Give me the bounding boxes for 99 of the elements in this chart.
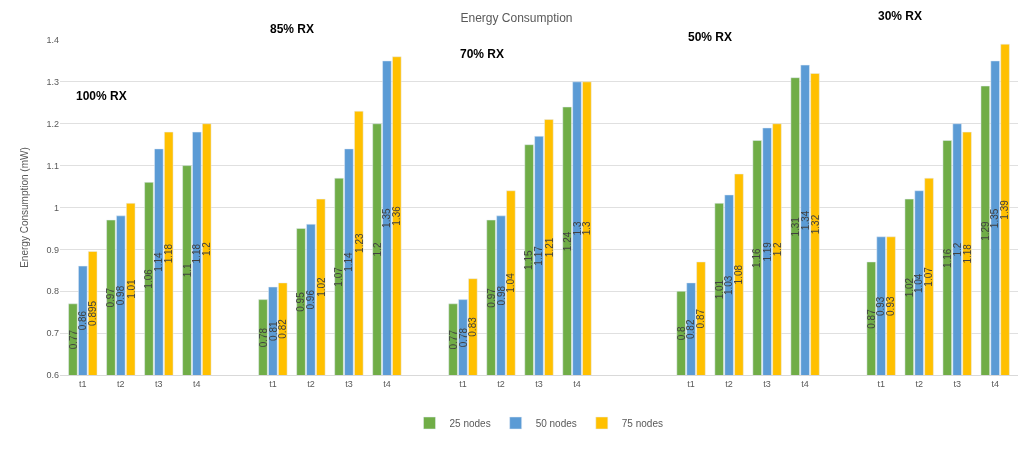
data-label: 0.87 — [695, 308, 707, 329]
legend-label: 25 nodes — [449, 417, 491, 429]
text: 85% RX — [270, 22, 315, 36]
data-label: 0.86 — [77, 310, 89, 331]
data-label: 0.98 — [495, 285, 507, 306]
x-tick-label: t4 — [801, 378, 809, 389]
data-label: 1.15 — [523, 250, 535, 270]
x-tick-label: t4 — [383, 378, 391, 389]
x-tick-label: t2 — [915, 378, 923, 389]
x-tick-label: t2 — [725, 378, 733, 389]
data-label: 1.07 — [333, 266, 345, 287]
data-label: 1.02 — [904, 277, 916, 298]
data-label: 1.35 — [989, 208, 1001, 229]
data-label: 0.95 — [295, 291, 307, 312]
data-label: 1.02 — [315, 276, 327, 297]
data-label: 1.03 — [723, 275, 735, 296]
data-label: 0.77 — [67, 329, 79, 350]
data-label: 0.77 — [447, 329, 459, 350]
data-label: 0.93 — [885, 296, 897, 316]
y-axis-title: Energy Consumption (mW) — [19, 147, 31, 268]
data-label: 0.81 — [267, 321, 279, 341]
data-label: 1.19 — [761, 241, 773, 262]
data-label: 1.18 — [191, 243, 203, 264]
x-tick-label: t3 — [763, 378, 771, 389]
data-label: 1.39 — [999, 199, 1011, 220]
data-label: 0.82 — [276, 318, 288, 339]
data-label: 0.78 — [457, 327, 469, 348]
data-label: 0.895 — [87, 300, 99, 326]
data-label: 1.24 — [562, 231, 574, 252]
data-label: 1.14 — [152, 251, 164, 272]
data-label: 1.34 — [800, 210, 812, 231]
data-label: 0.82 — [685, 319, 697, 339]
data-label: 0.83 — [467, 316, 479, 337]
data-label: 1.2 — [951, 242, 963, 257]
x-tick-label: t1 — [687, 378, 695, 389]
x-tick-label: t1 — [79, 378, 87, 389]
data-label: 1.3 — [571, 221, 583, 236]
data-label: 1.14 — [342, 251, 354, 272]
data-label: 1.01 — [714, 279, 726, 300]
data-label: 1.1 — [181, 262, 193, 278]
x-tick-label: t1 — [269, 378, 277, 389]
data-label: 1.01 — [125, 278, 137, 299]
x-tick-label: t3 — [953, 378, 961, 389]
x-tick-label: t4 — [193, 378, 201, 389]
text: 30% RX — [878, 9, 923, 23]
chart-title: Energy Consumption — [460, 10, 573, 25]
x-tick-label: t2 — [307, 378, 315, 389]
data-label: 1.07 — [923, 266, 935, 287]
y-tick-label: 0.9 — [46, 244, 59, 255]
annotation: 70% RX — [460, 47, 505, 61]
y-tick-label: 0.6 — [46, 370, 59, 381]
data-label: 1.23 — [353, 232, 365, 253]
data-label: 0.8 — [676, 325, 688, 341]
y-tick-label: 1.1 — [46, 160, 59, 171]
x-tick-label: t1 — [877, 378, 885, 389]
y-tick-label: 1.2 — [46, 118, 59, 129]
legend-label: 75 nodes — [621, 417, 663, 429]
y-tick-label: 1 — [53, 202, 59, 213]
data-label: 1.31 — [789, 216, 801, 237]
data-label: 1.21 — [543, 237, 555, 258]
x-tick-label: t2 — [497, 378, 505, 389]
legend-label: 50 nodes — [535, 417, 577, 429]
x-tick-label: t4 — [573, 378, 581, 389]
data-label: 1.29 — [979, 220, 991, 241]
annotation: 50% RX — [688, 30, 733, 44]
data-label: 1.18 — [163, 243, 175, 264]
data-label: 1.04 — [505, 272, 516, 293]
data-label: 0.97 — [105, 287, 117, 308]
data-label: 1.2 — [771, 242, 783, 257]
data-label: 0.96 — [305, 289, 317, 310]
data-label: 1.17 — [533, 245, 545, 266]
x-tick-label: t3 — [535, 378, 543, 389]
data-label: 1.08 — [733, 264, 745, 285]
data-label: 0.78 — [257, 327, 269, 348]
y-tick-label: 1.4 — [46, 35, 59, 46]
data-label: 1.2 — [371, 242, 383, 257]
data-label: 0.98 — [115, 285, 127, 306]
x-tick-label: t3 — [345, 378, 353, 389]
y-tick-label: 0.7 — [46, 328, 59, 339]
annotation: 100% RX — [76, 89, 127, 103]
x-tick-label: t3 — [155, 378, 163, 389]
data-label: 1.35 — [380, 208, 392, 228]
data-label: 1.16 — [941, 248, 953, 269]
x-tick-label: t2 — [117, 378, 125, 389]
data-label: 0.97 — [485, 287, 497, 308]
data-label: 0.93 — [875, 296, 887, 317]
data-label: 1.18 — [961, 243, 973, 264]
data-label: 1.04 — [913, 273, 925, 294]
y-tick-label: 0.8 — [46, 286, 59, 297]
x-tick-label: t4 — [991, 378, 999, 389]
data-label: 1.3 — [581, 221, 593, 236]
data-label: 1.06 — [143, 268, 155, 289]
y-tick-label: 1.3 — [46, 77, 59, 88]
data-label: 1.16 — [751, 248, 763, 268]
x-tick-label: t1 — [459, 378, 467, 389]
data-label: 1.32 — [809, 214, 821, 235]
data-label: 1.2 — [201, 241, 213, 257]
data-label: 1.36 — [390, 205, 402, 226]
data-label: 0.87 — [865, 308, 877, 329]
